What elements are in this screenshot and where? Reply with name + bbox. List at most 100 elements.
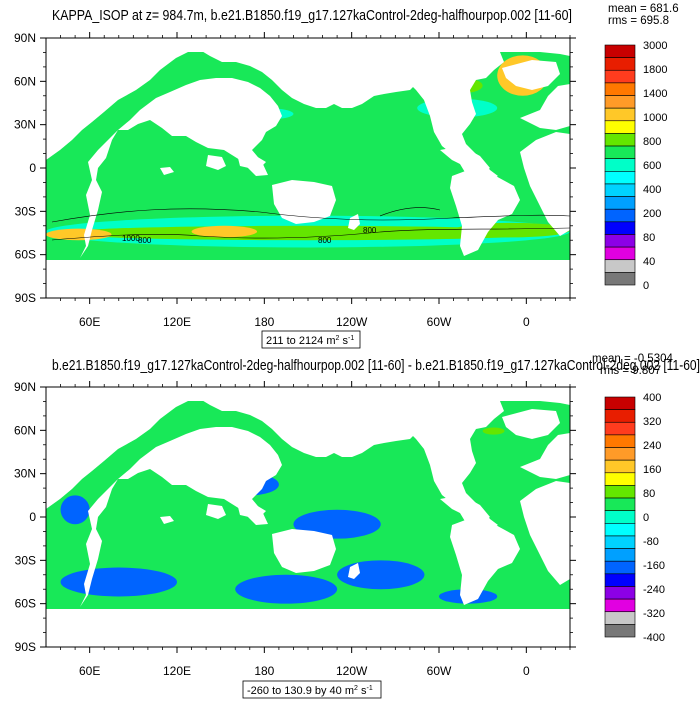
colorbar-swatch <box>604 44 636 58</box>
y-tick-label: 0 <box>29 161 36 175</box>
colorbar-label: 320 <box>643 416 661 428</box>
colorbar-swatch <box>604 447 636 461</box>
colorbar-swatch <box>604 158 636 172</box>
colorbar-swatch <box>604 171 636 185</box>
colorbar-label: 160 <box>643 464 661 476</box>
colorbar-swatch <box>604 69 636 84</box>
panel-0-axes: 60E 120E 180 120W 60W 0 90N 60N 30N 0 30S 60S 90S <box>14 31 576 329</box>
panel-kappa-isop: KAPPA_ISOP at z= 984.7m, b.e21.B1850.f19… <box>14 3 679 349</box>
colorbar-swatch <box>604 120 636 134</box>
colorbar-label: 1800 <box>643 64 667 76</box>
panel-1-range-label: -260 to 130.9 by 40 m2 s-1 <box>242 680 382 699</box>
x-tick-label: 120E <box>163 315 191 329</box>
colorbar-swatch <box>604 598 636 613</box>
panel-0-range-text: 211 to 2124 m2 s-1 <box>266 335 354 347</box>
colorbar-swatch <box>604 259 636 273</box>
y-tick-label: 30N <box>14 118 36 132</box>
panel-1-rms: rms = 9.807 <box>600 365 661 377</box>
colorbar-swatch <box>604 246 636 261</box>
colorbar-swatch <box>604 510 636 524</box>
colorbar-label: 40 <box>643 256 655 268</box>
colorbar-swatch <box>604 459 636 474</box>
colorbar-label: 80 <box>643 232 655 244</box>
region-indian-west-hotspot <box>46 228 112 241</box>
colorbar-swatch <box>604 497 636 511</box>
x-tick-label: 60W <box>427 664 452 678</box>
colorbar-swatch <box>604 409 636 423</box>
colorbar-swatch <box>604 624 636 638</box>
y-tick-label: 90N <box>14 380 36 394</box>
panel-1-axes: 60E 120E 180 120W 60W 0 90N 60N 30N 0 30S 60S 90S <box>14 380 576 678</box>
y-tick-label: 60N <box>14 74 36 88</box>
colorbar-label: 800 <box>643 136 661 148</box>
colorbar-label: -400 <box>643 632 665 644</box>
x-tick-label: 180 <box>254 664 274 678</box>
colorbar-swatch <box>604 548 636 562</box>
colorbar-swatch <box>604 234 636 248</box>
panel-0-contour-labels: 800 800 1000 800 <box>122 226 377 245</box>
region-patch-0 <box>60 567 177 597</box>
colorbar-swatch <box>604 183 636 197</box>
colorbar-swatch <box>604 421 636 436</box>
colorbar-label: 1400 <box>643 88 667 100</box>
contour-label-800-a: 800 <box>363 226 377 235</box>
y-tick-label: 60N <box>14 423 36 437</box>
panel-1-title: b.e21.B1850.f19_g17.127kaControl-2deg-ha… <box>52 358 700 374</box>
colorbar-swatch <box>604 485 636 499</box>
colorbar-label: 600 <box>643 160 661 172</box>
colorbar-swatch <box>604 145 636 159</box>
colorbar-label: -320 <box>643 608 665 620</box>
colorbar-swatch <box>604 434 636 448</box>
colorbar-label: -240 <box>643 584 665 596</box>
panel-1-range-box <box>242 680 382 699</box>
colorbar-swatch <box>604 573 636 587</box>
region-patch-2 <box>337 560 425 590</box>
panel-0-range-box <box>261 330 361 349</box>
x-tick-label: 120W <box>336 664 368 678</box>
x-tick-label: 0 <box>523 315 530 329</box>
colorbar-label: 3000 <box>643 40 667 52</box>
x-tick-label: 180 <box>254 315 274 329</box>
colorbar-swatch <box>604 221 636 235</box>
panel-1-range-text: -260 to 130.9 by 40 m2 s-1 <box>247 685 373 697</box>
contour-label-800-c: 800 <box>138 236 152 245</box>
panel-0-contour-lines <box>51 207 570 241</box>
y-tick-label: 90S <box>15 291 36 305</box>
x-tick-label: 60E <box>79 315 100 329</box>
panel-difference: b.e21.B1850.f19_g17.127kaControl-2deg-ha… <box>14 353 700 699</box>
colorbar-swatch <box>604 472 636 486</box>
y-tick-label: 30S <box>15 553 36 567</box>
colorbar-label: 0 <box>643 280 649 292</box>
colorbar-swatch <box>604 396 636 410</box>
y-tick-label: 30N <box>14 467 36 481</box>
x-tick-label: 120W <box>336 315 368 329</box>
panel-0-title: KAPPA_ISOP at z= 984.7m, b.e21.B1850.f19… <box>52 8 572 24</box>
region-tasman-max <box>191 225 258 238</box>
panel-1-colorbar: 400 320 240 160 80 0 -80 -160 -240 -320 -400 <box>604 392 665 644</box>
y-tick-label: 60S <box>15 248 36 262</box>
colorbar-swatch <box>604 272 636 286</box>
y-tick-label: 30S <box>15 204 36 218</box>
region-acc-core <box>60 225 556 241</box>
y-tick-label: 90N <box>14 31 36 45</box>
region-patch-1 <box>235 574 338 604</box>
x-tick-label: 60E <box>79 664 100 678</box>
colorbar-label: 400 <box>643 184 661 196</box>
colorbar-label: 200 <box>643 208 661 220</box>
region-patch-3 <box>60 495 90 525</box>
y-tick-label: 0 <box>29 510 36 524</box>
colorbar-swatch <box>604 523 636 537</box>
x-tick-label: 60W <box>427 315 452 329</box>
colorbar-swatch <box>604 133 636 147</box>
colorbar-swatch <box>604 560 636 575</box>
colorbar-label: 0 <box>643 512 649 524</box>
colorbar-swatch <box>604 82 636 96</box>
colorbar-swatch <box>604 208 636 223</box>
y-tick-label: 60S <box>15 597 36 611</box>
colorbar-label: -160 <box>643 560 665 572</box>
contour-label-1000: 1000 <box>122 234 140 243</box>
colorbar-label: 80 <box>643 488 655 500</box>
colorbar-swatch <box>604 535 636 549</box>
